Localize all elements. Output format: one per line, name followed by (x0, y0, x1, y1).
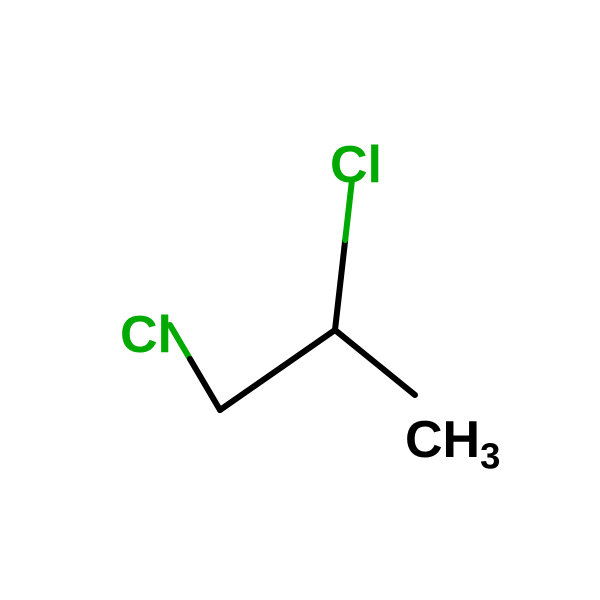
bond-3 (335, 330, 415, 395)
bond-0-a (170, 325, 190, 359)
atom-label-CH3: CH3 (405, 410, 500, 477)
atom-label-Cl1: Cl (120, 305, 172, 365)
bond-2-a (335, 240, 345, 330)
bonds-layer (0, 0, 600, 600)
bond-0-b (190, 359, 220, 410)
molecule-diagram: Cl Cl CH3 (0, 0, 600, 600)
atom-subscript-CH3: 3 (480, 435, 500, 476)
atom-label-Cl2: Cl (330, 135, 382, 195)
bond-1 (220, 330, 335, 410)
